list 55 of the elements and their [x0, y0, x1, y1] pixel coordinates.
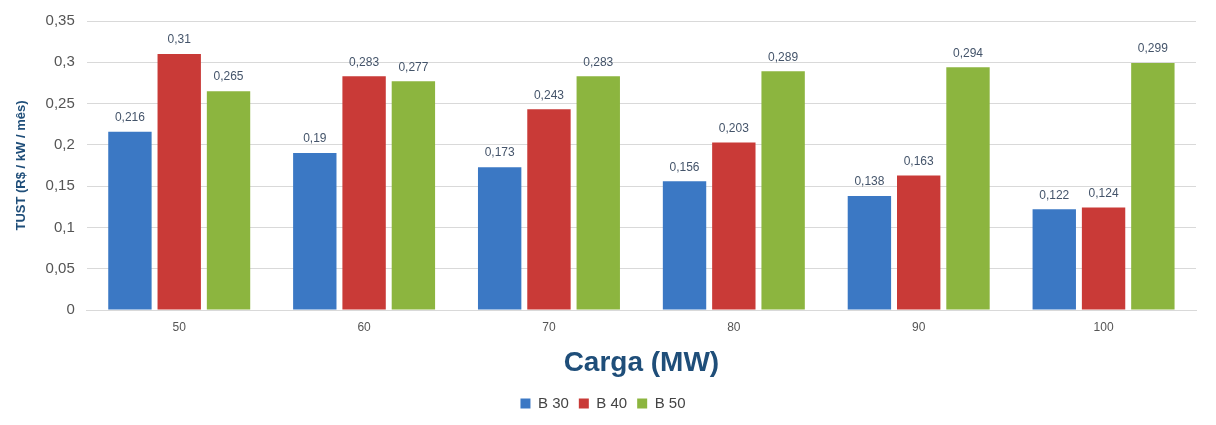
- bar: [897, 175, 941, 310]
- data-label: 0,216: [114, 109, 146, 124]
- x-tick-label: 100: [1093, 319, 1114, 334]
- bar: [477, 167, 522, 310]
- legend-label: B 40: [596, 393, 628, 411]
- y-tick-label: 0,1: [53, 217, 75, 235]
- x-tick-label: 80: [727, 319, 741, 334]
- data-label: 0,283: [349, 54, 380, 69]
- data-label: 0,122: [1039, 187, 1070, 202]
- bar: [1032, 209, 1076, 310]
- data-label: 0,163: [903, 153, 935, 168]
- y-tick-label: 0,15: [45, 176, 75, 194]
- legend-label: B 50: [654, 393, 686, 411]
- bar: [946, 67, 990, 310]
- data-label: 0,294: [952, 45, 984, 60]
- y-tick-label: 0,05: [45, 258, 75, 276]
- data-label: 0,243: [533, 87, 565, 102]
- data-label: 0,299: [1137, 41, 1169, 56]
- bar: [662, 181, 707, 310]
- x-tick-label: 90: [912, 319, 926, 334]
- legend-label: B 30: [537, 393, 569, 411]
- x-tick-label: 60: [357, 319, 372, 334]
- bar: [847, 196, 892, 310]
- bar: [527, 109, 571, 310]
- y-tick-label: 0: [66, 300, 75, 318]
- x-tick-label: 70: [542, 319, 556, 334]
- bar: [206, 91, 251, 310]
- bar: [1131, 63, 1175, 310]
- y-tick-label: 0,35: [45, 11, 75, 29]
- data-label: 0,265: [213, 69, 244, 84]
- bar: [108, 131, 152, 310]
- y-tick-label: 0,2: [53, 135, 75, 152]
- bar: [761, 71, 805, 310]
- bar: [342, 76, 386, 310]
- bar: [1081, 207, 1126, 310]
- bar: [157, 54, 201, 310]
- y-tick-label: 0,25: [45, 93, 75, 111]
- bar: [576, 76, 620, 310]
- data-label: 0,19: [303, 131, 327, 146]
- y-axis-title: TUST (R$ / kW / mês): [13, 100, 29, 231]
- y-tick-label: 0,3: [53, 52, 75, 70]
- bar: [391, 81, 436, 310]
- data-label: 0,203: [718, 120, 750, 135]
- data-label: 0,124: [1088, 185, 1119, 200]
- x-tick-label: 50: [172, 319, 187, 334]
- data-label: 0,289: [768, 49, 799, 64]
- data-label: 0,156: [669, 159, 700, 174]
- data-label: 0,31: [167, 32, 192, 47]
- bar: [293, 153, 337, 310]
- bar: [712, 142, 756, 310]
- data-label: 0,173: [484, 145, 516, 160]
- data-label: 0,277: [398, 59, 429, 74]
- x-axis-title: Carga (MW): [563, 345, 720, 377]
- data-label: 0,283: [583, 54, 614, 69]
- data-label: 0,138: [854, 174, 885, 189]
